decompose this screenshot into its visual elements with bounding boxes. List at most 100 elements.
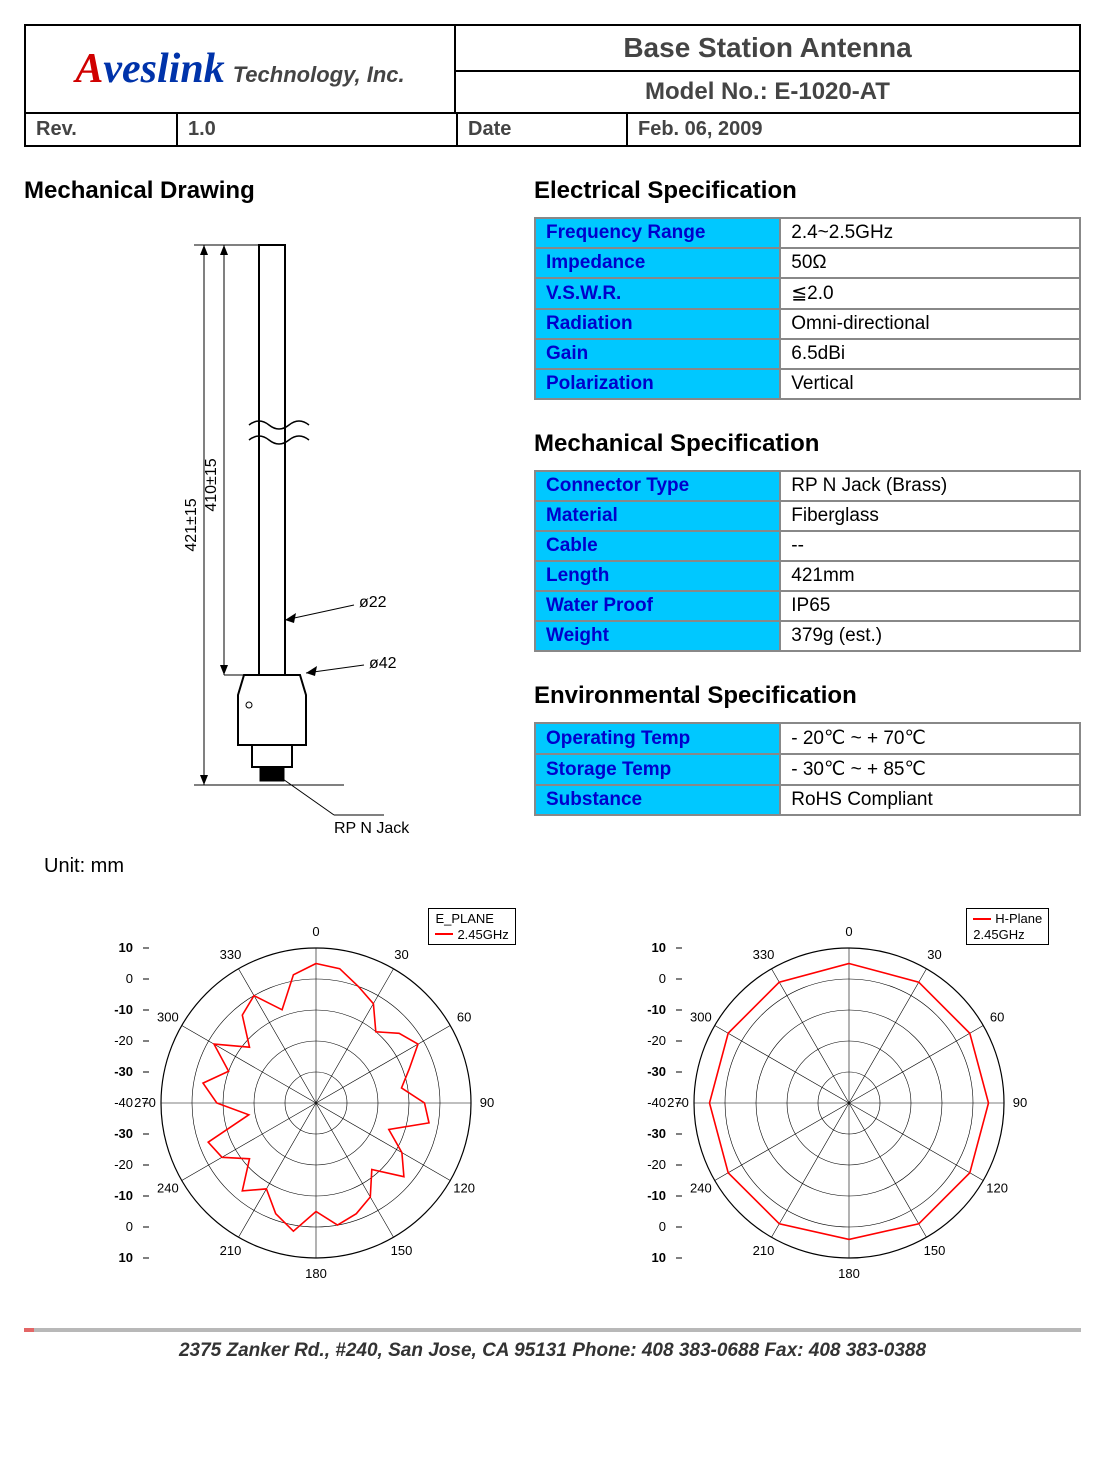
svg-text:10: 10 (118, 940, 132, 955)
e-plane-legend: E_PLANE 2.45GHz (428, 908, 515, 945)
spec-value: Vertical (780, 369, 1080, 399)
spec-label: Weight (535, 621, 780, 651)
spec-value: Omni-directional (780, 309, 1080, 339)
spec-value: 6.5dBi (780, 339, 1080, 369)
svg-text:240: 240 (690, 1181, 712, 1196)
svg-text:10: 10 (652, 1250, 666, 1265)
e-plane-chart: E_PLANE 2.45GHz 030609012015018021024027… (46, 908, 526, 1288)
spec-label: Material (535, 501, 780, 531)
svg-text:90: 90 (480, 1095, 494, 1110)
svg-text:-40: -40 (114, 1095, 133, 1110)
svg-text:120: 120 (986, 1181, 1008, 1196)
spec-value: - 30℃ ~ + 85℃ (780, 754, 1080, 785)
svg-text:-20: -20 (114, 1033, 133, 1048)
svg-text:120: 120 (453, 1181, 475, 1196)
table-row: Cable-- (535, 531, 1080, 561)
svg-text:150: 150 (924, 1243, 946, 1258)
date-value: Feb. 06, 2009 (626, 114, 1079, 145)
svg-text:150: 150 (390, 1243, 412, 1258)
svg-text:0: 0 (312, 924, 319, 939)
h-plane-freq: 2.45GHz (973, 927, 1024, 943)
svg-text:-20: -20 (647, 1157, 666, 1172)
svg-text:330: 330 (219, 947, 241, 962)
environmental-spec-table: Operating Temp- 20℃ ~ + 70℃Storage Temp-… (534, 722, 1081, 816)
header-block: A veslink Technology, Inc. Base Station … (24, 24, 1081, 147)
spec-value: 379g (est.) (780, 621, 1080, 651)
table-row: PolarizationVertical (535, 369, 1080, 399)
svg-text:30: 30 (928, 947, 942, 962)
svg-text:0: 0 (126, 1219, 133, 1234)
spec-label: Gain (535, 339, 780, 369)
h-plane-chart: H-Plane 2.45GHz 030609012015018021024027… (579, 908, 1059, 1288)
svg-text:-10: -10 (114, 1002, 133, 1017)
electrical-spec-table: Frequency Range2.4~2.5GHzImpedance50ΩV.S… (534, 217, 1081, 400)
svg-text:-10: -10 (647, 1188, 666, 1203)
rev-label: Rev. (26, 114, 176, 145)
spec-label: Radiation (535, 309, 780, 339)
spec-label: Substance (535, 785, 780, 815)
svg-text:-30: -30 (114, 1126, 133, 1141)
table-row: RadiationOmni-directional (535, 309, 1080, 339)
svg-text:421±15: 421±15 (183, 498, 200, 551)
e-plane-title: E_PLANE (435, 911, 494, 927)
spec-label: Impedance (535, 248, 780, 278)
spec-label: V.S.W.R. (535, 278, 780, 309)
svg-text:330: 330 (753, 947, 775, 962)
table-row: Weight379g (est.) (535, 621, 1080, 651)
svg-text:300: 300 (690, 1010, 712, 1025)
footer-text: 2375 Zanker Rd., #240, San Jose, CA 9513… (24, 1340, 1081, 1362)
table-row: Gain6.5dBi (535, 339, 1080, 369)
svg-text:-40: -40 (647, 1095, 666, 1110)
spec-label: Polarization (535, 369, 780, 399)
unit-label: Unit: mm (44, 855, 504, 878)
revision-row: Rev. 1.0 Date Feb. 06, 2009 (26, 112, 1079, 145)
spec-label: Water Proof (535, 591, 780, 621)
spec-value: ≦2.0 (780, 278, 1080, 309)
spec-label: Connector Type (535, 471, 780, 501)
spec-value: RoHS Compliant (780, 785, 1080, 815)
electrical-title: Electrical Specification (534, 177, 1081, 205)
logo: A veslink Technology, Inc. (75, 45, 404, 93)
table-row: MaterialFiberglass (535, 501, 1080, 531)
spec-value: 421mm (780, 561, 1080, 591)
table-row: Impedance50Ω (535, 248, 1080, 278)
svg-text:-30: -30 (647, 1064, 666, 1079)
legend-swatch-icon (435, 933, 453, 935)
svg-text:210: 210 (219, 1243, 241, 1258)
spec-label: Cable (535, 531, 780, 561)
logo-tech: Technology, Inc. (233, 62, 405, 88)
svg-text:0: 0 (659, 1219, 666, 1234)
svg-text:-20: -20 (647, 1033, 666, 1048)
footer-rule (24, 1328, 1081, 1332)
date-label: Date (456, 114, 626, 145)
spec-value: IP65 (780, 591, 1080, 621)
spec-value: -- (780, 531, 1080, 561)
svg-text:300: 300 (157, 1010, 179, 1025)
svg-text:0: 0 (659, 971, 666, 986)
logo-a: A (75, 45, 103, 93)
svg-text:-30: -30 (647, 1126, 666, 1141)
logo-cell: A veslink Technology, Inc. (26, 26, 456, 112)
page-title: Base Station Antenna (456, 26, 1079, 72)
svg-text:-30: -30 (114, 1064, 133, 1079)
svg-text:-10: -10 (647, 1002, 666, 1017)
svg-text:410±15: 410±15 (203, 458, 220, 511)
svg-text:30: 30 (394, 947, 408, 962)
rev-value: 1.0 (176, 114, 456, 145)
svg-text:ø22: ø22 (359, 594, 387, 611)
spec-value: - 20℃ ~ + 70℃ (780, 723, 1080, 754)
e-plane-freq: 2.45GHz (457, 927, 508, 943)
svg-text:180: 180 (838, 1266, 860, 1281)
svg-text:ø42: ø42 (369, 655, 397, 672)
h-plane-title: H-Plane (995, 911, 1042, 927)
mechanical-title: Mechanical Specification (534, 430, 1081, 458)
svg-text:RP N Jack: RP N Jack (334, 820, 410, 837)
table-row: V.S.W.R.≦2.0 (535, 278, 1080, 309)
table-row: Storage Temp- 30℃ ~ + 85℃ (535, 754, 1080, 785)
spec-label: Storage Temp (535, 754, 780, 785)
spec-label: Length (535, 561, 780, 591)
table-row: Water ProofIP65 (535, 591, 1080, 621)
spec-value: RP N Jack (Brass) (780, 471, 1080, 501)
svg-text:240: 240 (157, 1181, 179, 1196)
svg-text:10: 10 (652, 940, 666, 955)
